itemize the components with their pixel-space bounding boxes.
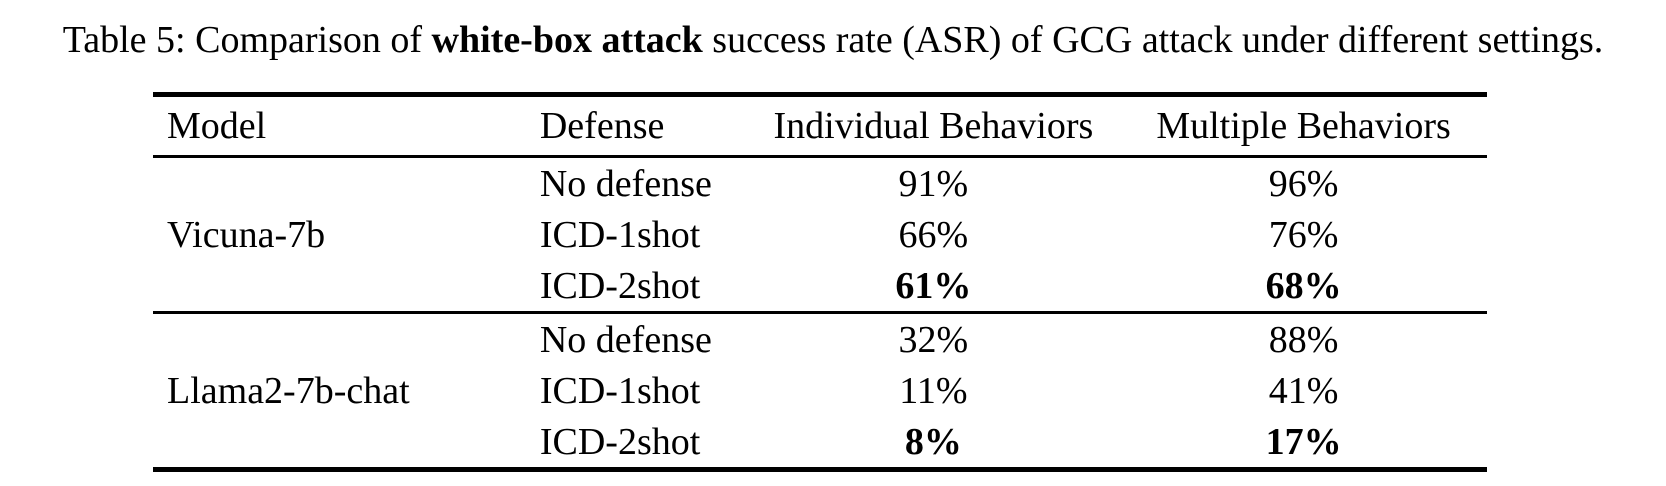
multiple-behaviors-cell: 96% [1268, 162, 1339, 205]
defense-cell: ICD-2shot [539, 420, 701, 463]
caption-suffix: success rate (ASR) of GCG attack under d… [702, 19, 1604, 61]
defense-cell: No defense [539, 311, 747, 365]
individual-behaviors-cell: 32% [746, 311, 1121, 365]
multiple-behaviors-cell: 88% [1120, 311, 1487, 365]
multiple-behaviors-cell: 76% [1268, 213, 1339, 256]
defense-cell: ICD-2shot [539, 264, 701, 307]
caption-bold-phrase: white-box attack [431, 19, 703, 61]
group-vicuna: Vicuna-7b No defense 91% 96% ICD-1shot 6… [153, 157, 1487, 313]
header-model: Model [153, 94, 540, 158]
results-table: Model Defense Individual Behaviors Multi… [153, 92, 1487, 472]
results-table-container: Model Defense Individual Behaviors Multi… [153, 92, 1487, 472]
individual-behaviors-cell: 66% [898, 213, 969, 256]
caption-prefix: Table 5: Comparison of [62, 19, 432, 61]
individual-behaviors-cell: 8% [904, 420, 962, 463]
group-llama2: Llama2-7b-chat No defense 32% 88% ICD-1s… [153, 311, 1487, 470]
header-row: Model Defense Individual Behaviors Multi… [153, 94, 1487, 158]
table-row: Vicuna-7b No defense 91% 96% [153, 157, 1487, 256]
multiple-behaviors-cell: 41% [1268, 369, 1339, 412]
table-row: Llama2-7b-chat No defense 32% 88% [153, 311, 1487, 470]
table-row: ICD-1shot 66% 76% [153, 209, 1487, 260]
individual-behaviors-cell: 11% [899, 369, 968, 412]
table-caption: Table 5: Comparison of white-box attack … [0, 18, 1666, 62]
defense-cell: ICD-1shot [539, 369, 701, 412]
multiple-behaviors-cell: 17% [1265, 420, 1342, 463]
header-individual-behaviors: Individual Behaviors [746, 94, 1121, 158]
header-defense: Defense [539, 94, 747, 158]
table-row: ICD-2shot 8% 17% [153, 416, 1487, 470]
multiple-behaviors-cell: 68% [1265, 264, 1342, 307]
table-row: ICD-1shot 11% 41% [153, 365, 1487, 416]
defense-cell: ICD-1shot [539, 213, 701, 256]
individual-behaviors-cell: 61% [895, 264, 972, 307]
defense-cell: No defense [539, 162, 712, 205]
model-name-cell: Vicuna-7b [167, 213, 326, 256]
individual-behaviors-cell: 91% [898, 162, 969, 205]
table-row: ICD-2shot 61% 68% [153, 260, 1487, 313]
header-multiple-behaviors: Multiple Behaviors [1120, 94, 1487, 158]
model-name-cell: Llama2-7b-chat [153, 311, 540, 470]
